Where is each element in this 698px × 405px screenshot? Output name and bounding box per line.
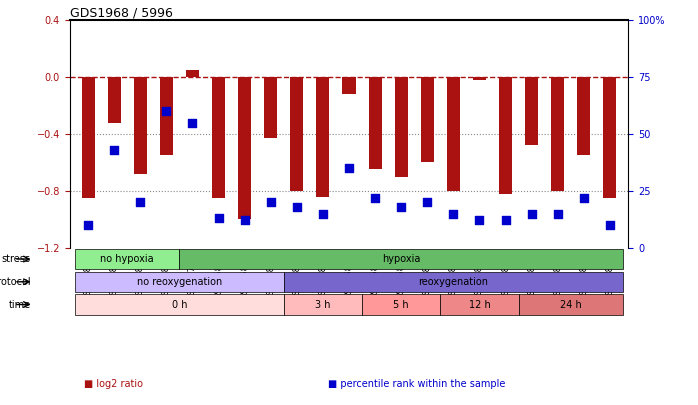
Bar bbox=[343, 77, 355, 94]
Bar bbox=[82, 77, 95, 198]
Text: no reoxygenation: no reoxygenation bbox=[137, 277, 222, 287]
Text: 5 h: 5 h bbox=[394, 300, 409, 309]
Bar bbox=[160, 77, 173, 155]
Bar bbox=[577, 77, 591, 155]
Point bbox=[448, 210, 459, 217]
Bar bbox=[551, 77, 564, 191]
Point bbox=[213, 215, 224, 222]
Point bbox=[369, 194, 380, 201]
Bar bbox=[525, 77, 538, 145]
Text: time: time bbox=[8, 300, 31, 309]
Point bbox=[500, 217, 511, 224]
Bar bbox=[265, 77, 277, 138]
FancyBboxPatch shape bbox=[284, 294, 362, 315]
Bar bbox=[316, 77, 329, 196]
Bar bbox=[473, 77, 486, 80]
Point bbox=[109, 147, 120, 153]
Point bbox=[422, 199, 433, 205]
Point bbox=[343, 165, 355, 171]
Text: no hypoxia: no hypoxia bbox=[101, 254, 154, 264]
Text: GDS1968 / 5996: GDS1968 / 5996 bbox=[70, 6, 172, 19]
Point bbox=[474, 217, 485, 224]
Bar bbox=[238, 77, 251, 219]
Point bbox=[82, 222, 94, 228]
Point bbox=[187, 119, 198, 126]
Text: 24 h: 24 h bbox=[560, 300, 581, 309]
FancyBboxPatch shape bbox=[179, 249, 623, 269]
Text: protocol: protocol bbox=[0, 277, 31, 287]
Point bbox=[526, 210, 537, 217]
Bar bbox=[107, 77, 121, 123]
Point bbox=[161, 108, 172, 115]
Point bbox=[135, 199, 146, 205]
Text: ■ percentile rank within the sample: ■ percentile rank within the sample bbox=[328, 379, 505, 389]
FancyBboxPatch shape bbox=[362, 294, 440, 315]
Bar bbox=[212, 77, 225, 198]
Point bbox=[291, 203, 302, 210]
Text: stress: stress bbox=[1, 254, 31, 264]
FancyBboxPatch shape bbox=[75, 249, 179, 269]
Point bbox=[552, 210, 563, 217]
Bar bbox=[421, 77, 433, 162]
Bar bbox=[394, 77, 408, 177]
FancyBboxPatch shape bbox=[440, 294, 519, 315]
Bar bbox=[603, 77, 616, 198]
Point bbox=[318, 210, 329, 217]
Text: 12 h: 12 h bbox=[468, 300, 490, 309]
Bar bbox=[447, 77, 460, 191]
Bar bbox=[290, 77, 304, 191]
FancyBboxPatch shape bbox=[284, 272, 623, 292]
Text: 3 h: 3 h bbox=[315, 300, 331, 309]
Point bbox=[265, 199, 276, 205]
Point bbox=[578, 194, 589, 201]
Point bbox=[239, 217, 250, 224]
Text: 0 h: 0 h bbox=[172, 300, 187, 309]
FancyBboxPatch shape bbox=[519, 294, 623, 315]
FancyBboxPatch shape bbox=[75, 294, 284, 315]
Bar bbox=[134, 77, 147, 174]
Text: reoxygenation: reoxygenation bbox=[418, 277, 489, 287]
Text: hypoxia: hypoxia bbox=[382, 254, 420, 264]
Bar bbox=[369, 77, 382, 170]
Bar bbox=[186, 70, 199, 77]
Bar bbox=[499, 77, 512, 194]
Point bbox=[604, 222, 616, 228]
Text: ■ log2 ratio: ■ log2 ratio bbox=[84, 379, 143, 389]
FancyBboxPatch shape bbox=[75, 272, 284, 292]
Point bbox=[396, 203, 407, 210]
